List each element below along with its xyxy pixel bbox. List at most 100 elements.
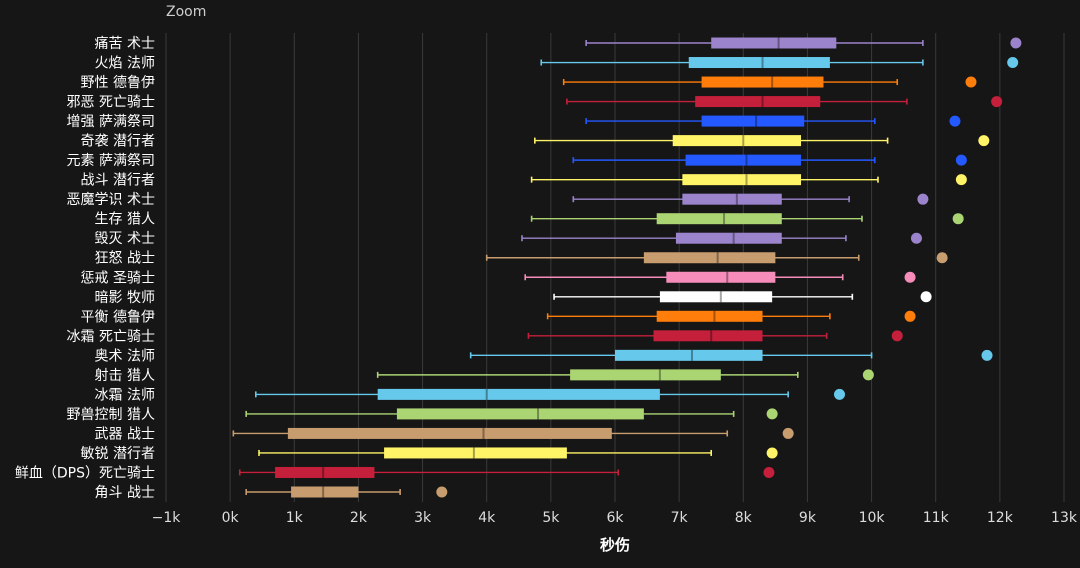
box-group <box>521 232 922 244</box>
category-label: 奥术 法师 <box>95 347 155 364</box>
box-iqr <box>672 135 802 147</box>
x-tick-label: 1k <box>286 510 304 526</box>
category-label: 痛苦 术士 <box>95 35 155 52</box>
category-label: 火焰 法师 <box>95 56 155 72</box>
x-tick-label: 5k <box>542 510 560 526</box>
x-tick-label: 10k <box>859 510 886 526</box>
box-iqr <box>384 447 567 459</box>
category-label: 冰霜 死亡骑士 <box>67 329 155 345</box>
box-iqr <box>701 76 824 88</box>
outlier-point <box>782 427 794 439</box>
box-group <box>530 213 964 225</box>
box-iqr <box>656 213 782 225</box>
box-group <box>572 154 967 166</box>
outlier-point <box>862 369 874 381</box>
outlier-point <box>763 466 775 478</box>
box-group <box>585 37 1022 49</box>
box-iqr <box>711 37 837 49</box>
outlier-point <box>936 252 948 264</box>
outlier-point <box>766 408 778 420</box>
x-tick-label: 0k <box>222 510 240 526</box>
box-iqr <box>682 193 782 205</box>
box-group <box>245 486 448 498</box>
outlier-point <box>991 96 1003 108</box>
category-label: 战斗 潜行者 <box>81 173 155 189</box>
outlier-point <box>1010 37 1022 49</box>
box-iqr <box>656 310 763 322</box>
outlier-point <box>834 388 845 400</box>
box-iqr <box>682 174 802 186</box>
outlier-point <box>436 486 448 498</box>
box-group <box>258 447 778 459</box>
outlier-point <box>910 232 922 244</box>
outlier-point <box>952 213 964 225</box>
x-tick-label: −1k <box>152 510 182 526</box>
category-label: 狂怒 战士 <box>95 251 155 267</box>
box-group <box>376 369 874 381</box>
outlier-point <box>1007 57 1019 69</box>
box-iqr <box>688 57 830 69</box>
box-group <box>524 271 916 283</box>
outlier-point <box>955 154 967 166</box>
x-tick-label: 3k <box>414 510 432 526</box>
x-tick-label: 9k <box>799 510 817 526</box>
category-label: 鲜血（DPS）死亡骑士 <box>15 465 155 481</box>
outlier-point <box>891 330 903 342</box>
box-group <box>572 193 929 205</box>
category-label: 角斗 战士 <box>95 485 155 501</box>
box-iqr <box>675 232 782 244</box>
box-group <box>540 57 1019 69</box>
box-group <box>553 291 932 303</box>
category-label: 奇袭 潜行者 <box>81 133 155 150</box>
box-iqr <box>659 291 773 303</box>
outlier-point <box>904 310 916 322</box>
category-label: 武器 战士 <box>95 426 155 442</box>
box-group <box>255 388 845 400</box>
zoom-button[interactable]: Zoom <box>166 4 207 20</box>
category-label: 冰霜 法师 <box>95 387 155 403</box>
outlier-point <box>904 271 916 283</box>
category-label: 平衡 德鲁伊 <box>81 309 155 325</box>
box-group <box>566 96 1003 108</box>
x-tick-label: 8k <box>735 510 753 526</box>
x-tick-label: 11k <box>923 510 950 526</box>
outlier-point <box>949 115 961 127</box>
box-group <box>245 408 778 420</box>
category-label: 增强 萨满祭司 <box>67 114 155 130</box>
box-group <box>238 466 775 478</box>
grid-lines <box>165 33 1065 502</box>
outlier-point <box>965 76 977 88</box>
box-iqr <box>643 252 776 264</box>
box-iqr <box>377 388 660 400</box>
box-group <box>527 330 903 342</box>
outlier-point <box>917 193 929 205</box>
box-group <box>485 252 948 264</box>
category-label: 射击 猎人 <box>95 368 155 384</box>
category-label: 野兽控制 猎人 <box>67 407 155 423</box>
x-axis-title: 秒伤 <box>600 536 630 554</box>
x-tick-label: 12k <box>987 510 1014 526</box>
x-tick-label: 7k <box>671 510 689 526</box>
box-group <box>530 174 967 186</box>
box-iqr <box>701 115 805 127</box>
x-tick-label: 13k <box>1051 510 1078 526</box>
category-label: 暗影 牧师 <box>95 290 155 306</box>
box-group <box>585 115 961 127</box>
category-label: 敏锐 潜行者 <box>81 446 155 462</box>
outlier-point <box>955 174 967 186</box>
category-label: 野性 德鲁伊 <box>81 75 155 91</box>
box-iqr <box>570 369 721 381</box>
category-label: 毁灭 术士 <box>95 231 155 247</box>
box-iqr <box>396 408 644 420</box>
box-iqr <box>685 154 802 166</box>
outlier-point <box>920 291 932 303</box>
box-group <box>546 310 916 322</box>
box-iqr <box>653 330 763 342</box>
box-iqr <box>615 349 763 361</box>
category-label: 邪恶 死亡骑士 <box>67 95 155 111</box>
box-group <box>469 349 993 361</box>
box-group <box>562 76 977 88</box>
box-group <box>232 427 794 439</box>
